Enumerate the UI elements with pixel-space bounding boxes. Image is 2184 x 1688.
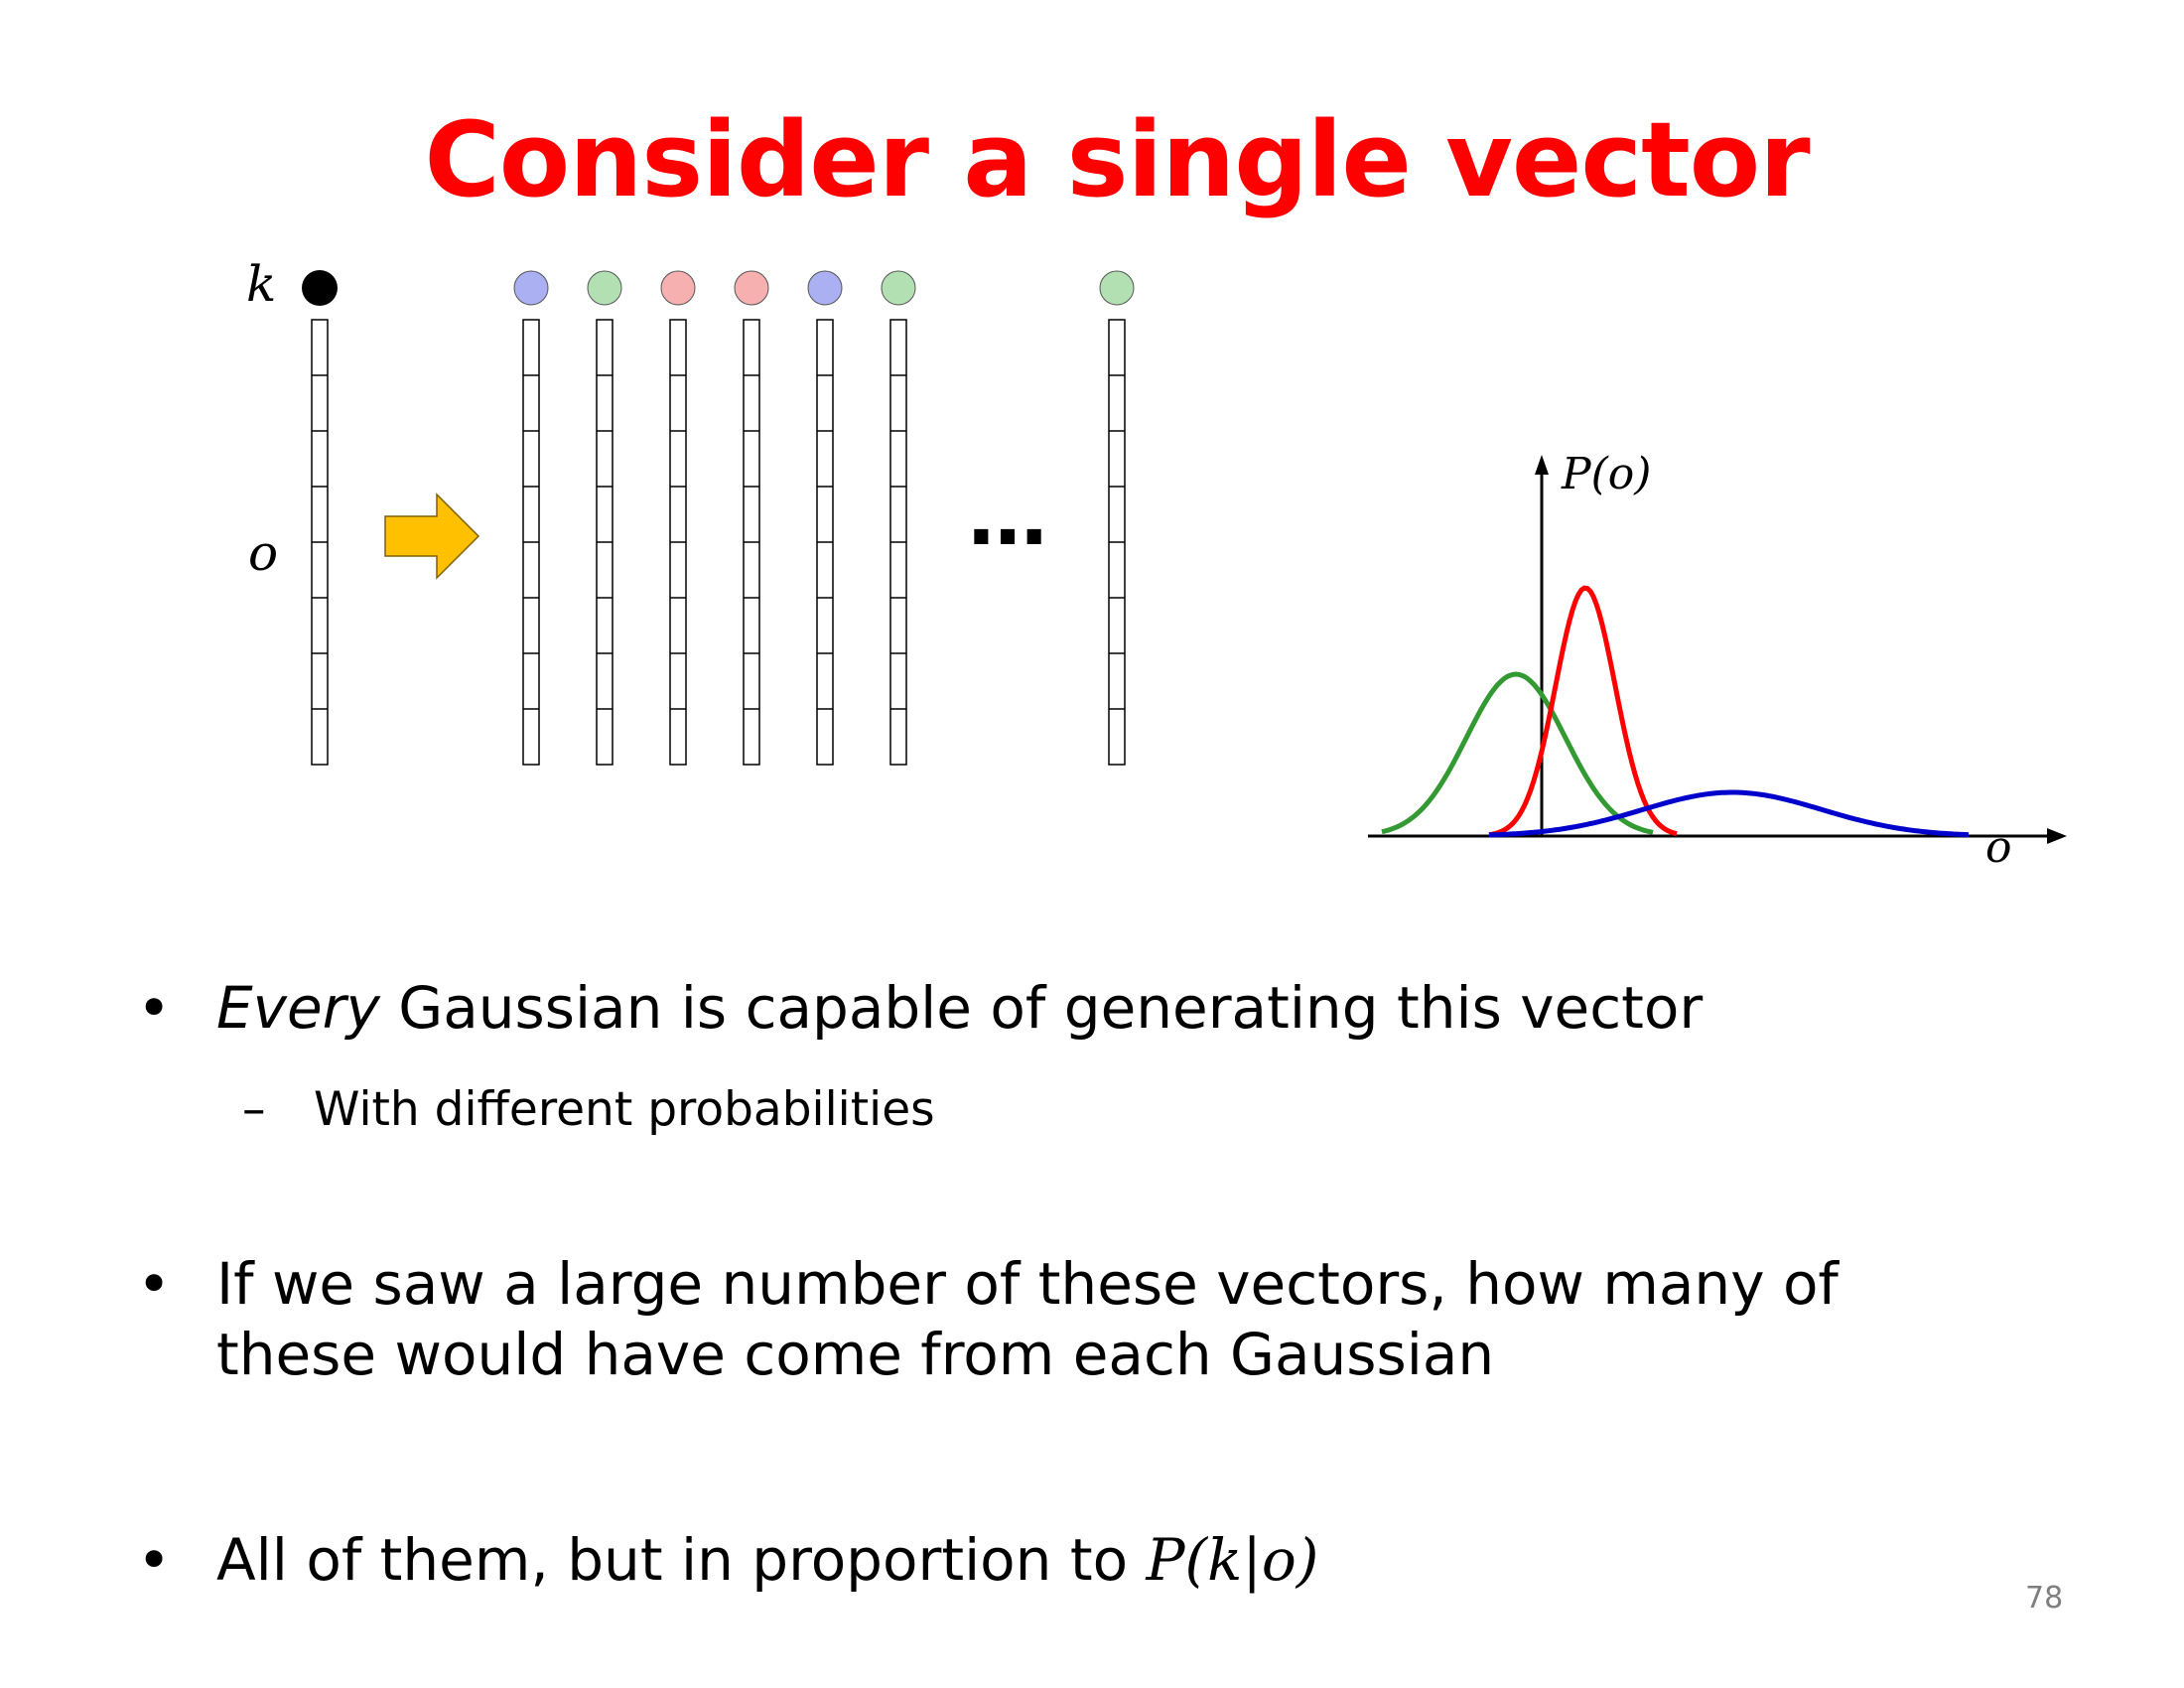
x-axis-label: o bbox=[1985, 822, 2012, 873]
bullet-2-line-1: If we saw a large number of these vector… bbox=[216, 1250, 1839, 1318]
bullet-1-text: Gaussian is capable of generating this v… bbox=[379, 974, 1704, 1042]
bullet-2-line-2: these would have come from each Gaussian bbox=[216, 1320, 1495, 1388]
vector-column bbox=[596, 319, 614, 766]
vector-column bbox=[889, 319, 907, 766]
y-axis-arrow-icon bbox=[1535, 455, 1549, 475]
vector-copies bbox=[513, 270, 1135, 766]
gaussian-dot-icon bbox=[807, 270, 843, 306]
arrow-right-icon bbox=[384, 492, 480, 580]
label-o: o bbox=[248, 524, 278, 582]
blue-gaussian-curve bbox=[1488, 789, 1970, 838]
bullet-3-math: P(k|o) bbox=[1146, 1526, 1319, 1594]
vector-column bbox=[816, 319, 834, 766]
bullet-1-emphasis: Every bbox=[216, 974, 380, 1042]
y-axis-label: P(o) bbox=[1561, 449, 1651, 499]
bullet-1: • Every Gaussian is capable of generatin… bbox=[137, 973, 1704, 1044]
vector-column bbox=[522, 319, 540, 766]
ellipsis: … bbox=[968, 471, 1047, 563]
vector-column bbox=[311, 319, 329, 766]
vector-column bbox=[743, 319, 760, 766]
vector-column bbox=[669, 319, 687, 766]
bullet-dot: • bbox=[137, 1250, 172, 1318]
bullet-dot: • bbox=[137, 1526, 172, 1594]
vector-column bbox=[1108, 319, 1126, 766]
pdf-plot: P(o) o bbox=[1368, 449, 2067, 873]
gaussian-dot-icon bbox=[660, 270, 696, 306]
gaussian-dot-icon bbox=[513, 270, 549, 306]
sub-bullet-1: – With different probabilities bbox=[242, 1082, 935, 1137]
gaussian-dot-icon bbox=[881, 270, 916, 306]
label-k: k bbox=[246, 255, 276, 313]
bullet-3: • All of them, but in proportion to P(k|… bbox=[137, 1525, 1319, 1596]
red-gaussian-curve bbox=[1488, 585, 1678, 838]
gaussian-dot-icon bbox=[587, 270, 622, 306]
slide-title: Consider a single vector bbox=[424, 99, 1810, 220]
green-gaussian-curve bbox=[1381, 671, 1654, 835]
black-dot-icon bbox=[302, 270, 338, 306]
gaussian-dot-icon bbox=[734, 270, 769, 306]
sub-bullet-dash: – bbox=[242, 1082, 266, 1137]
source-vector bbox=[311, 319, 329, 766]
x-axis-arrow-icon bbox=[2047, 828, 2067, 844]
page-number: 78 bbox=[2025, 1581, 2064, 1616]
gaussian-dot-icon bbox=[1099, 270, 1135, 306]
bullet-2: • If we saw a large number of these vect… bbox=[137, 1249, 1839, 1390]
sub-bullet-1-text: With different probabilities bbox=[314, 1082, 935, 1137]
bullet-dot: • bbox=[137, 974, 172, 1042]
bullet-3-text: All of them, but in proportion to bbox=[216, 1526, 1147, 1594]
